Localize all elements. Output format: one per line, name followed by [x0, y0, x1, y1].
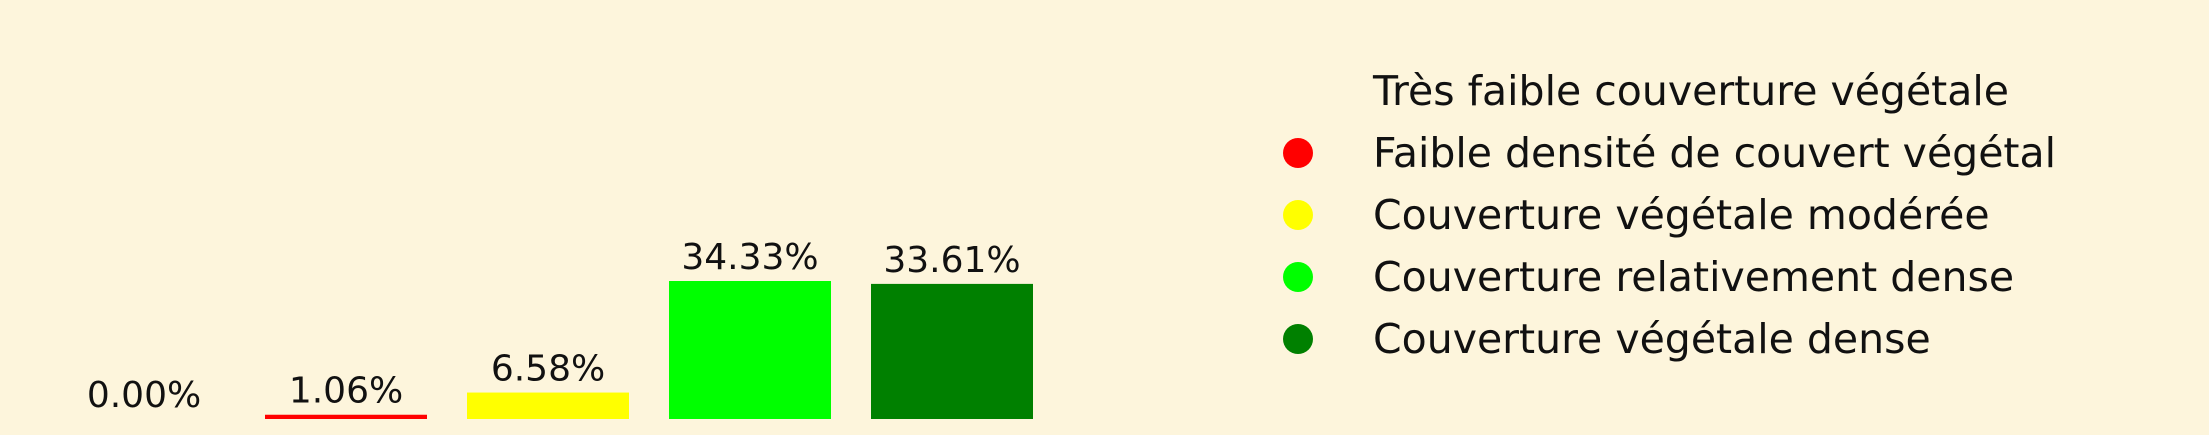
bar-value-label-2: 1.06% — [289, 371, 403, 412]
bar-value-label-4: 34.33% — [681, 237, 818, 278]
legend-marker-2 — [1283, 138, 1313, 168]
bar-2 — [265, 414, 427, 419]
bar-value-label-5: 33.61% — [883, 240, 1020, 281]
legend: Très faible couverture végétale Faible de… — [1283, 67, 2056, 363]
bar-value-label-1: 0.00% — [87, 375, 201, 416]
legend-marker-1 — [1283, 76, 1313, 106]
legend-label-1: Très faible couverture végétale — [1372, 67, 2009, 115]
legend-label-2: Faible densité de couvert végétal — [1373, 129, 2056, 177]
legend-label-5: Couverture végétale dense — [1373, 315, 1931, 363]
bar-3 — [467, 392, 629, 419]
bar-labels-group: 0.00% 1.06% 6.58% 34.33% 33.61% — [87, 237, 1021, 416]
legend-label-3: Couverture végétale modérée — [1373, 191, 1990, 239]
legend-label-4: Couverture relativement dense — [1373, 253, 2014, 301]
bar-value-label-3: 6.58% — [491, 349, 605, 390]
legend-marker-3 — [1283, 200, 1313, 230]
bar-4 — [669, 281, 831, 419]
legend-marker-4 — [1283, 262, 1313, 292]
bar-5 — [871, 283, 1033, 419]
legend-marker-5 — [1283, 324, 1313, 354]
bars-group — [265, 281, 1033, 419]
